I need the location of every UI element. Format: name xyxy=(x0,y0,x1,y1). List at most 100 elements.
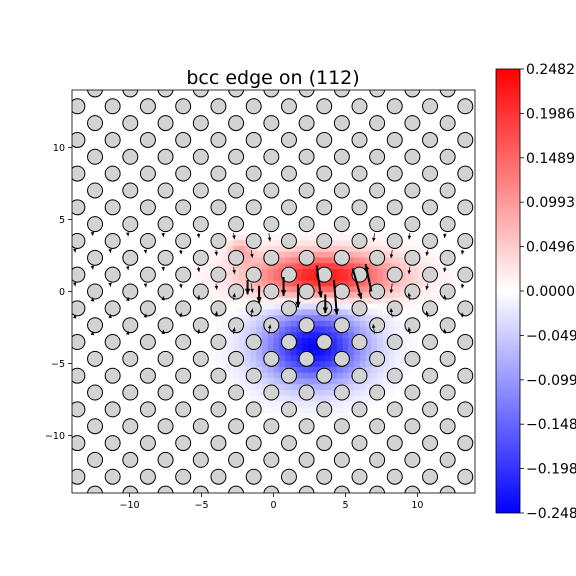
colorbar-tick-label: 0.0496 xyxy=(526,240,575,256)
field-cell xyxy=(434,285,442,293)
atom xyxy=(175,232,192,249)
field-cell xyxy=(290,383,298,390)
field-cell xyxy=(221,354,229,362)
field-cell xyxy=(238,383,246,390)
displacement-arrow xyxy=(232,266,236,274)
field-cell xyxy=(331,377,338,385)
atom xyxy=(439,216,456,233)
displacement-arrow xyxy=(143,283,148,288)
arrow-shaft xyxy=(480,233,481,237)
field-cell xyxy=(319,291,326,298)
field-cell xyxy=(325,395,332,402)
field-cell xyxy=(244,297,252,304)
field-cell xyxy=(261,262,269,270)
displacement-arrow xyxy=(460,249,465,255)
field-cell xyxy=(342,308,349,316)
field-cell xyxy=(405,239,413,247)
field-cell xyxy=(400,331,407,339)
atom xyxy=(228,115,245,132)
atom xyxy=(122,418,139,435)
field-cell xyxy=(423,279,430,287)
field-cell xyxy=(233,331,240,339)
plot-area xyxy=(52,90,483,493)
atom xyxy=(139,131,156,148)
atom xyxy=(404,317,421,334)
field-cell xyxy=(365,245,372,252)
field-cell xyxy=(273,303,280,310)
field-cell xyxy=(405,262,413,270)
field-cell xyxy=(331,274,338,281)
field-cell xyxy=(377,233,384,241)
field-cell xyxy=(348,406,355,413)
arrow-head xyxy=(364,264,370,271)
atom xyxy=(228,216,245,233)
atom xyxy=(139,401,156,418)
field-cell xyxy=(411,245,419,252)
atom xyxy=(316,199,333,216)
field-cell xyxy=(227,279,234,287)
field-cell xyxy=(428,256,436,264)
field-cell xyxy=(388,314,395,321)
atom xyxy=(245,199,262,216)
atom xyxy=(457,367,474,384)
field-cell xyxy=(308,343,315,350)
atom xyxy=(104,435,121,452)
displacement-arrow xyxy=(389,249,394,259)
atom xyxy=(263,451,280,468)
atom xyxy=(422,435,439,452)
field-cell xyxy=(290,320,298,327)
field-cell xyxy=(400,349,407,356)
atom xyxy=(333,451,350,468)
displacement-arrow xyxy=(425,283,429,291)
atom xyxy=(157,249,174,266)
field-cell xyxy=(451,268,459,275)
field-cell xyxy=(417,268,424,275)
field-cell xyxy=(331,372,338,379)
field-cell xyxy=(221,360,229,367)
atom xyxy=(157,350,174,367)
field-cell xyxy=(365,239,372,247)
atom xyxy=(422,199,439,216)
field-cell xyxy=(319,314,326,321)
atom xyxy=(52,250,67,265)
arrow-head xyxy=(389,289,394,294)
displacement-arrow xyxy=(143,313,148,318)
field-cell xyxy=(285,360,292,367)
atom xyxy=(404,182,421,199)
field-cell xyxy=(319,228,326,235)
atom xyxy=(386,334,403,351)
field-cell xyxy=(256,349,263,356)
field-cell xyxy=(302,233,309,241)
arrow-head xyxy=(267,324,272,329)
field-cell xyxy=(221,366,229,373)
field-cell xyxy=(371,400,378,408)
field-cell xyxy=(348,239,355,247)
field-cell xyxy=(325,256,332,264)
field-cell xyxy=(319,285,326,293)
field-cell xyxy=(267,297,275,304)
field-cell xyxy=(359,291,367,298)
field-cell xyxy=(308,406,315,413)
field-cell xyxy=(377,274,384,281)
field-cell xyxy=(348,245,355,252)
field-cell xyxy=(423,256,430,264)
field-cell xyxy=(377,366,384,373)
field-cell xyxy=(313,349,321,356)
atom xyxy=(157,485,174,493)
field-cell xyxy=(336,303,344,310)
field-cell xyxy=(394,326,401,333)
field-cell xyxy=(285,256,292,264)
field-cell xyxy=(400,245,407,252)
atom xyxy=(263,249,280,266)
field-cell xyxy=(411,262,419,270)
atom xyxy=(175,98,192,115)
field-cell xyxy=(233,308,240,316)
field-cell xyxy=(215,349,223,356)
field-cell xyxy=(221,320,229,327)
field-cell xyxy=(313,412,321,419)
atom xyxy=(122,216,139,233)
field-cell xyxy=(382,297,390,304)
field-cell xyxy=(227,233,234,241)
atom xyxy=(333,249,350,266)
displacement-arrow xyxy=(479,233,483,237)
